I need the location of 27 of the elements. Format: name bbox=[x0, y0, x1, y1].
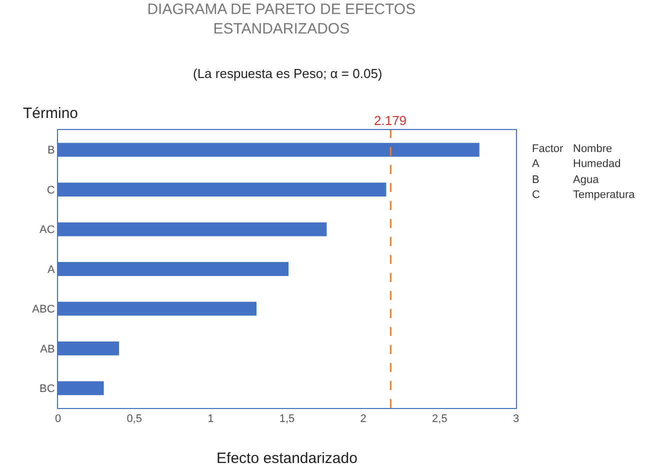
x-tick-label: 0 bbox=[54, 413, 62, 426]
x-tick-label: 3 bbox=[512, 413, 520, 426]
text: A bbox=[532, 158, 540, 170]
y-axis-title: Término bbox=[23, 105, 78, 122]
y-tick-label: B bbox=[47, 144, 55, 157]
y-tick-label: C bbox=[46, 184, 55, 196]
text: Humedad bbox=[573, 158, 621, 170]
x-tick-label: 2 bbox=[360, 413, 366, 426]
y-tick-label: BC bbox=[40, 382, 55, 395]
chart-title: DIAGRAMA DE PARETO DE EFECTOS ESTANDARIZADOS bbox=[147, 1, 416, 38]
chart-subtitle: (La respuesta es Peso; α = 0.05) bbox=[193, 66, 382, 81]
text: Nombre bbox=[573, 143, 612, 155]
x-tick-label: 0,5 bbox=[126, 413, 142, 426]
x-axis-title: Efecto estandarizado bbox=[216, 450, 358, 467]
text: Factor bbox=[532, 143, 564, 155]
x-tick-label: 1,5 bbox=[279, 413, 295, 426]
y-tick-label: AB bbox=[40, 343, 55, 356]
y-tick-label: AC bbox=[40, 224, 55, 236]
ref-line-label: 2.179 bbox=[374, 113, 407, 128]
y-tick-label: ABC bbox=[32, 304, 55, 316]
y-tick-label: A bbox=[47, 264, 56, 276]
x-tick-label: 2,5 bbox=[432, 413, 448, 426]
text: Agua bbox=[573, 174, 600, 186]
text: C bbox=[532, 189, 540, 201]
x-tick-label: 1 bbox=[208, 413, 214, 426]
text: Temperatura bbox=[573, 189, 636, 201]
text: B bbox=[532, 174, 540, 186]
